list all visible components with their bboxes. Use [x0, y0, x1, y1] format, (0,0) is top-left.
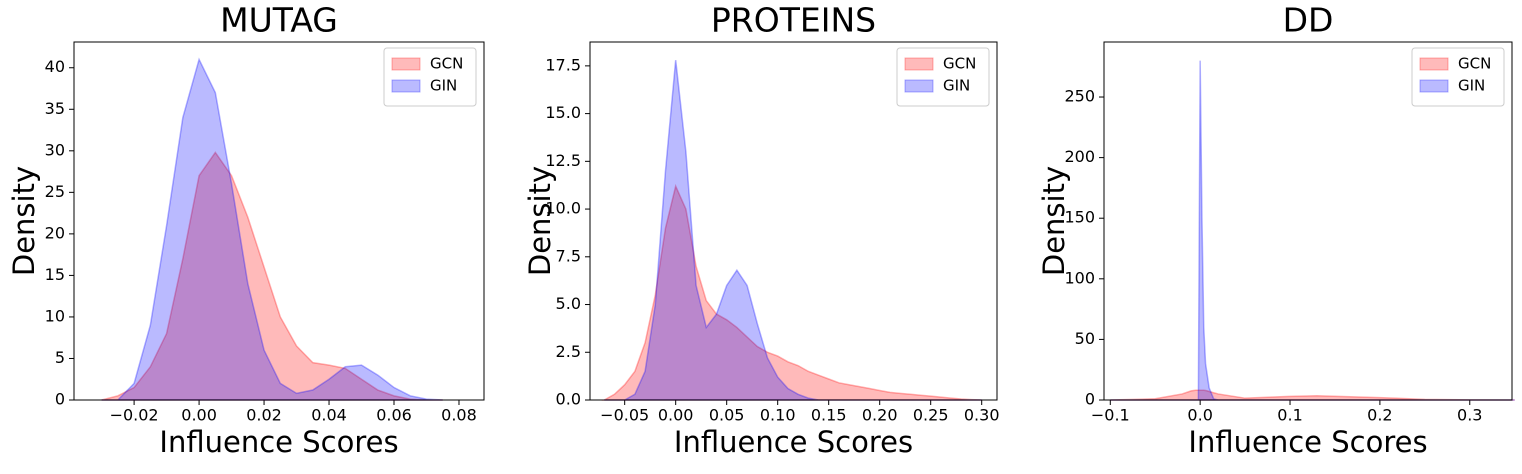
- y-tick-label: 200: [1064, 147, 1095, 166]
- x-tick-label: −0.1: [1091, 406, 1130, 425]
- y-tick-label: 7.5: [556, 246, 581, 265]
- y-tick-label: 0: [55, 390, 65, 409]
- y-tick-label: 50: [1075, 329, 1095, 348]
- y-tick-label: 250: [1064, 87, 1095, 106]
- y-tick-label: 100: [1064, 268, 1095, 287]
- legend-label: GIN: [1458, 77, 1485, 95]
- legend: GCN GIN: [896, 47, 990, 107]
- axes-frame: [1103, 41, 1513, 401]
- legend-frame: [896, 47, 990, 107]
- x-tick-label: 0.2: [1367, 406, 1392, 425]
- axes-frame: [73, 41, 485, 401]
- y-tick-label: 10.0: [545, 199, 581, 218]
- legend-swatch: [904, 79, 934, 93]
- legend-label: GIN: [430, 77, 457, 95]
- panel: DD Influence Scores Density −0.1 0.0 0.1 0.2 0.…: [1037, 1, 1515, 459]
- x-axis-label: Influence Scores: [1188, 425, 1427, 459]
- density-area: [601, 183, 982, 401]
- y-tick-label: 15: [45, 265, 65, 284]
- y-tick-label: 5.0: [556, 294, 581, 313]
- y-tick-label: 10: [45, 306, 65, 325]
- y-tick-label: 35: [45, 99, 65, 118]
- legend-frame: [383, 47, 477, 107]
- y-tick-label: 2.5: [556, 342, 581, 361]
- x-tick-label: −0.05: [600, 406, 649, 425]
- y-tick-label: 5: [55, 348, 65, 367]
- y-tick-label: 20: [45, 223, 65, 242]
- x-tick-label: 0.10: [760, 406, 796, 425]
- legend-swatch: [1419, 79, 1449, 93]
- y-axis-label: Density: [1037, 166, 1071, 276]
- x-tick-label: 0.30: [964, 406, 1000, 425]
- chart-title: PROTEINS: [711, 1, 876, 40]
- legend-label: GCN: [430, 55, 463, 73]
- axes-frame: [589, 41, 998, 401]
- legend: GCN GIN: [383, 47, 477, 107]
- x-tick-label: 0.08: [441, 406, 477, 425]
- x-tick-label: 0.25: [913, 406, 949, 425]
- x-tick-label: 0.00: [181, 406, 217, 425]
- y-tick-label: 150: [1064, 208, 1095, 227]
- x-tick-label: 0.04: [311, 406, 347, 425]
- legend-label: GCN: [1458, 55, 1491, 73]
- x-tick-label: 0.1: [1277, 406, 1302, 425]
- panel: MUTAG Influence Scores Density −0.02 0.00 0.0…: [7, 1, 485, 459]
- x-tick-label: 0.06: [376, 406, 412, 425]
- legend-label: GCN: [943, 55, 976, 73]
- chart-title: MUTAG: [220, 1, 338, 40]
- x-tick-label: 0.02: [246, 406, 282, 425]
- y-axis-label: Density: [7, 166, 41, 276]
- x-tick-label: −0.02: [110, 406, 159, 425]
- y-tick-label: 17.5: [545, 55, 581, 74]
- x-axis-label: Influence Scores: [159, 425, 398, 459]
- x-tick-label: 0.05: [709, 406, 745, 425]
- legend-swatch: [904, 57, 934, 71]
- legend-swatch: [1419, 57, 1449, 71]
- legend-label: GIN: [943, 77, 970, 95]
- y-tick-label: 30: [45, 140, 65, 159]
- density-area: [1110, 60, 1515, 401]
- density-area: [604, 60, 982, 401]
- y-tick-label: 25: [45, 182, 65, 201]
- density-area: [101, 151, 443, 401]
- chart-title: DD: [1283, 1, 1334, 40]
- y-tick-label: 12.5: [545, 151, 581, 170]
- x-tick-label: 0.0: [1187, 406, 1212, 425]
- y-tick-label: 40: [45, 57, 65, 76]
- density-area: [1110, 389, 1515, 401]
- x-tick-label: 0.15: [811, 406, 847, 425]
- y-axis-label: Density: [523, 166, 557, 276]
- y-tick-label: 0.0: [556, 390, 581, 409]
- x-tick-label: 0.20: [862, 406, 898, 425]
- x-tick-label: 0.00: [658, 406, 694, 425]
- x-axis-label: Influence Scores: [674, 425, 913, 459]
- legend-frame: [1411, 47, 1505, 107]
- legend-swatch: [391, 79, 421, 93]
- legend-swatch: [391, 57, 421, 71]
- y-tick-label: 15.0: [545, 103, 581, 122]
- density-area: [101, 57, 443, 401]
- x-tick-label: 0.3: [1457, 406, 1482, 425]
- legend: GCN GIN: [1411, 47, 1505, 107]
- y-tick-label: 0: [1085, 390, 1095, 409]
